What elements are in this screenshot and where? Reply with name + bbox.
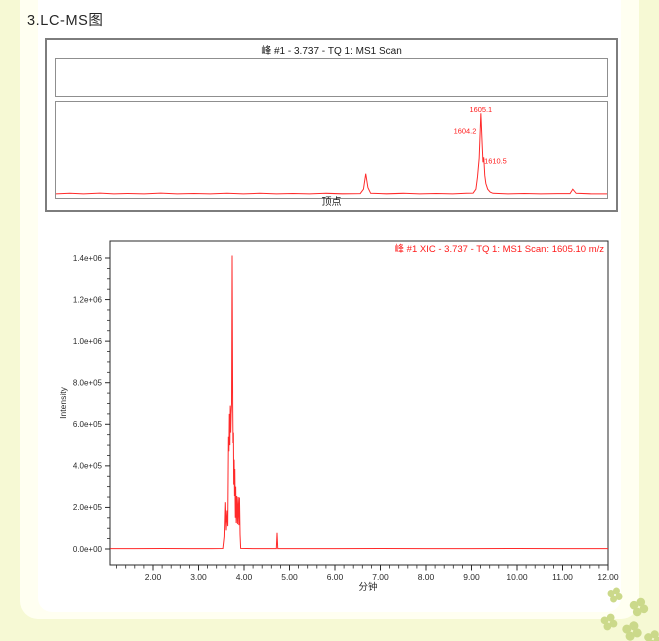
spectrum-panel: 峰 #1 - 3.737 - TQ 1: MS1 Scan 1605.1 1604… [45, 38, 618, 212]
x-axis-major-ticks: 2.00 3.00 4.00 5.00 6.00 7.00 8.00 9.00 10.00 11.… [145, 565, 619, 582]
clover-icon [622, 621, 642, 641]
spectrum-apex-label: 顶点 [321, 197, 342, 208]
x-tick-label: 12.00 [597, 572, 619, 582]
x-tick-label: 9.00 [463, 572, 480, 582]
x-tick-label: 3.00 [190, 572, 207, 582]
page-title: 3.LC-MS图 [27, 13, 104, 29]
x-axis-title: 分钟 [358, 581, 377, 593]
x-tick-label: 2.00 [145, 572, 162, 582]
clover-decoration [600, 587, 659, 641]
y-tick-label: 1.0e+06 [73, 337, 103, 346]
x-tick-label: 10.00 [506, 572, 528, 582]
plot-frame [109, 240, 609, 566]
y-tick-label: 8.0e+05 [73, 379, 103, 388]
x-tick-label: 7.00 [372, 572, 389, 582]
clover-icon [600, 613, 618, 631]
clover-icon [629, 597, 649, 617]
y-tick-label: 0.0e+00 [73, 545, 103, 554]
y-tick-label: 2.0e+05 [73, 503, 103, 512]
spectrum-trace [56, 113, 607, 195]
spectrum-empty-box [55, 58, 608, 97]
x-tick-label: 4.00 [236, 572, 253, 582]
clover-icon [607, 587, 623, 603]
x-tick-label: 5.00 [281, 572, 298, 582]
y-axis-minor-ticks [107, 267, 110, 540]
xic-title: 峰 #1 XIC - 3.737 - TQ 1: MS1 Scan: 1605.… [395, 244, 605, 255]
peak-mz-label: 1605.1 [469, 105, 492, 114]
x-tick-label: 11.00 [552, 572, 573, 582]
peak-mz-label: 1604.2 [454, 127, 477, 136]
y-tick-label: 1.4e+06 [73, 254, 103, 263]
spectrum-chart: 1605.1 1604.2 1610.5 [56, 105, 607, 195]
spectrum-panel-title: 峰 #1 - 3.737 - TQ 1: MS1 Scan [261, 46, 402, 57]
y-tick-label: 4.0e+05 [73, 462, 103, 471]
spectrum-peak-labels: 1605.1 1604.2 1610.5 [454, 105, 507, 165]
y-axis-title: Intensity [58, 386, 68, 418]
clover-icon [644, 630, 659, 641]
x-axis-minor-ticks [116, 565, 600, 569]
y-axis-major-ticks: 0.0e+00 2.0e+05 4.0e+05 6.0e+05 8.0e+05 1.0e+… [73, 254, 110, 554]
x-tick-label: 8.00 [418, 572, 435, 582]
y-tick-label: 6.0e+05 [73, 420, 103, 429]
xic-chart: 2.00 3.00 4.00 5.00 6.00 7.00 8.00 9.00 10.00 11.… [58, 240, 619, 593]
peak-mz-label: 1610.5 [484, 156, 507, 165]
xic-trace [110, 255, 608, 550]
x-tick-label: 6.00 [327, 572, 344, 582]
y-tick-label: 1.2e+06 [73, 295, 103, 304]
spectrum-plot-box: 1605.1 1604.2 1610.5 [55, 101, 608, 199]
